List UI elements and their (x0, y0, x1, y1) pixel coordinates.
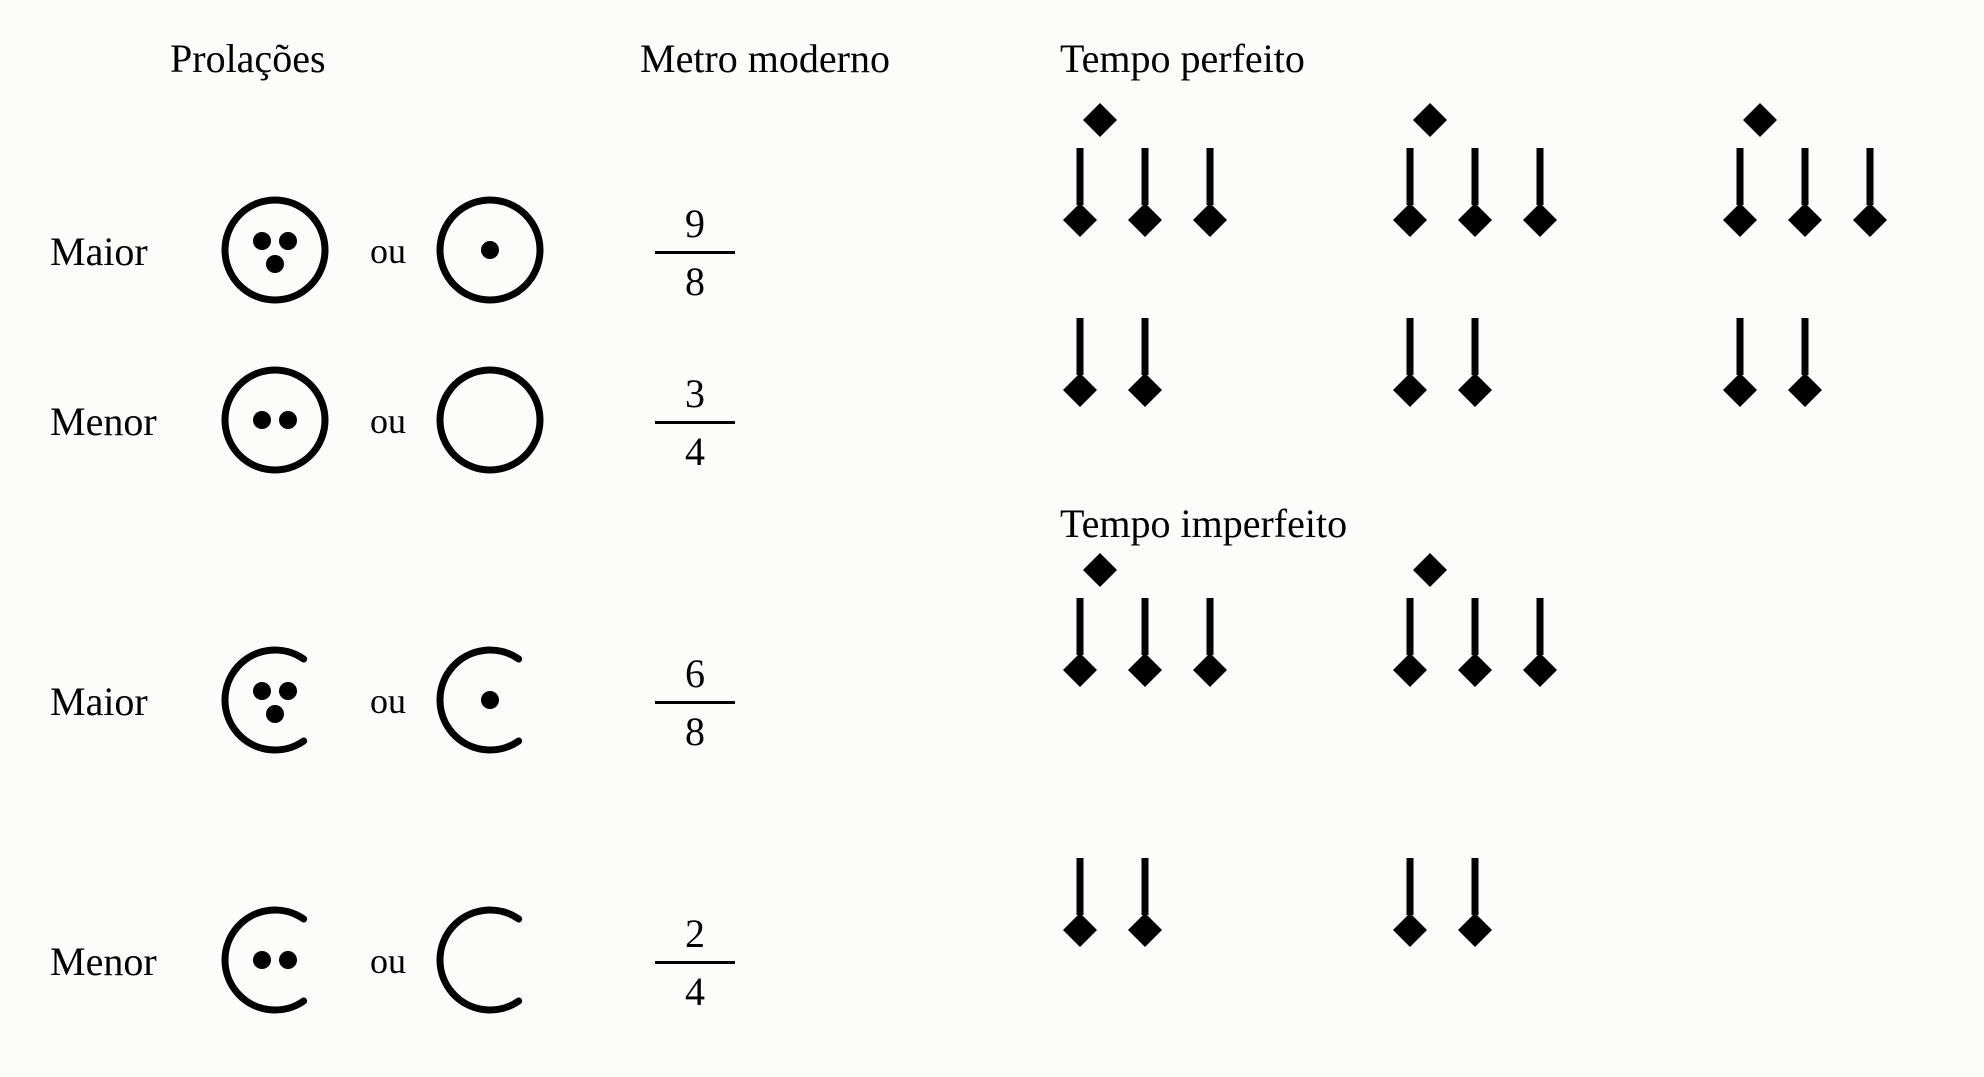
minim (1188, 596, 1232, 689)
row-label-imperf-menor: Menor (50, 938, 157, 985)
row-label-perf-menor: Menor (50, 398, 157, 445)
minim (1518, 146, 1562, 239)
meter-perf-maior: 98 (655, 200, 735, 305)
meter-imperf-maior: 68 (655, 650, 735, 755)
minim (1718, 146, 1762, 239)
semibreve (1411, 551, 1449, 589)
header-tempo-imperfeito: Tempo imperfeito (1060, 500, 1347, 547)
mensuration-sign-imperf-menor-1 (215, 900, 335, 1020)
minim (1518, 596, 1562, 689)
semibreve (1081, 551, 1119, 589)
minim (1453, 316, 1497, 409)
mensuration-sign-imperf-maior-2 (430, 640, 550, 760)
minim (1058, 316, 1102, 409)
header-tempo-perfeito: Tempo perfeito (1060, 35, 1305, 82)
row-label-imperf-maior: Maior (50, 678, 148, 725)
minim (1718, 316, 1762, 409)
header-prolacoes: Prolações (170, 35, 326, 82)
minim (1848, 146, 1892, 239)
minim (1388, 596, 1432, 689)
minim (1123, 316, 1167, 409)
minim (1453, 856, 1497, 949)
minim (1453, 146, 1497, 239)
minim (1783, 146, 1827, 239)
connector-ou: ou (370, 940, 406, 982)
mensuration-sign-perf-menor-2 (430, 360, 550, 480)
connector-ou: ou (370, 230, 406, 272)
mensuration-sign-imperf-menor-2 (430, 900, 550, 1020)
minim (1058, 856, 1102, 949)
mensuration-sign-imperf-maior-1 (215, 640, 335, 760)
minim (1058, 146, 1102, 239)
minim (1453, 596, 1497, 689)
minim (1388, 316, 1432, 409)
minim (1123, 146, 1167, 239)
semibreve (1411, 101, 1449, 139)
semibreve (1741, 101, 1779, 139)
minim (1388, 146, 1432, 239)
mensuration-sign-perf-maior-2 (430, 190, 550, 310)
meter-imperf-menor: 24 (655, 910, 735, 1015)
minim (1058, 596, 1102, 689)
mensuration-sign-perf-maior-1 (215, 190, 335, 310)
mensuration-sign-perf-menor-1 (215, 360, 335, 480)
minim (1388, 856, 1432, 949)
meter-perf-menor: 34 (655, 370, 735, 475)
minim (1123, 596, 1167, 689)
semibreve (1081, 101, 1119, 139)
minim (1123, 856, 1167, 949)
minim (1783, 316, 1827, 409)
connector-ou: ou (370, 680, 406, 722)
connector-ou: ou (370, 400, 406, 442)
row-label-perf-maior: Maior (50, 228, 148, 275)
header-metro: Metro moderno (640, 35, 890, 82)
minim (1188, 146, 1232, 239)
